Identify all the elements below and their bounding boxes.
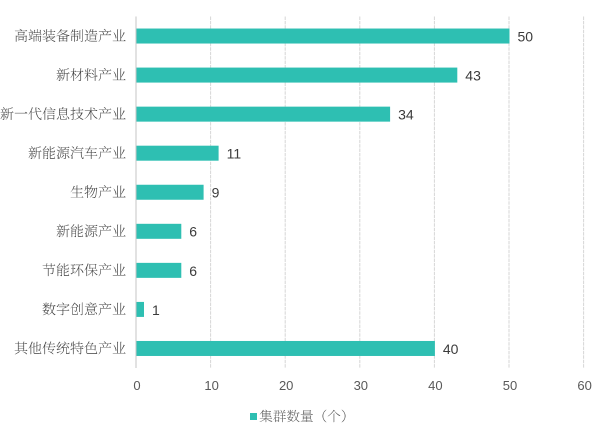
svg-text:20: 20 <box>279 378 293 393</box>
svg-text:9: 9 <box>212 185 220 201</box>
svg-text:1: 1 <box>152 302 160 318</box>
svg-text:10: 10 <box>204 378 218 393</box>
svg-text:50: 50 <box>518 28 534 44</box>
svg-text:6: 6 <box>189 224 197 240</box>
svg-text:11: 11 <box>227 146 242 162</box>
svg-text:60: 60 <box>577 378 591 393</box>
svg-text:0: 0 <box>133 378 140 393</box>
svg-text:30: 30 <box>354 378 368 393</box>
svg-text:6: 6 <box>189 263 197 279</box>
svg-text:40: 40 <box>443 341 459 357</box>
svg-text:43: 43 <box>465 67 481 83</box>
svg-text:34: 34 <box>398 107 414 123</box>
svg-text:50: 50 <box>503 378 517 393</box>
svg-text:40: 40 <box>428 378 442 393</box>
